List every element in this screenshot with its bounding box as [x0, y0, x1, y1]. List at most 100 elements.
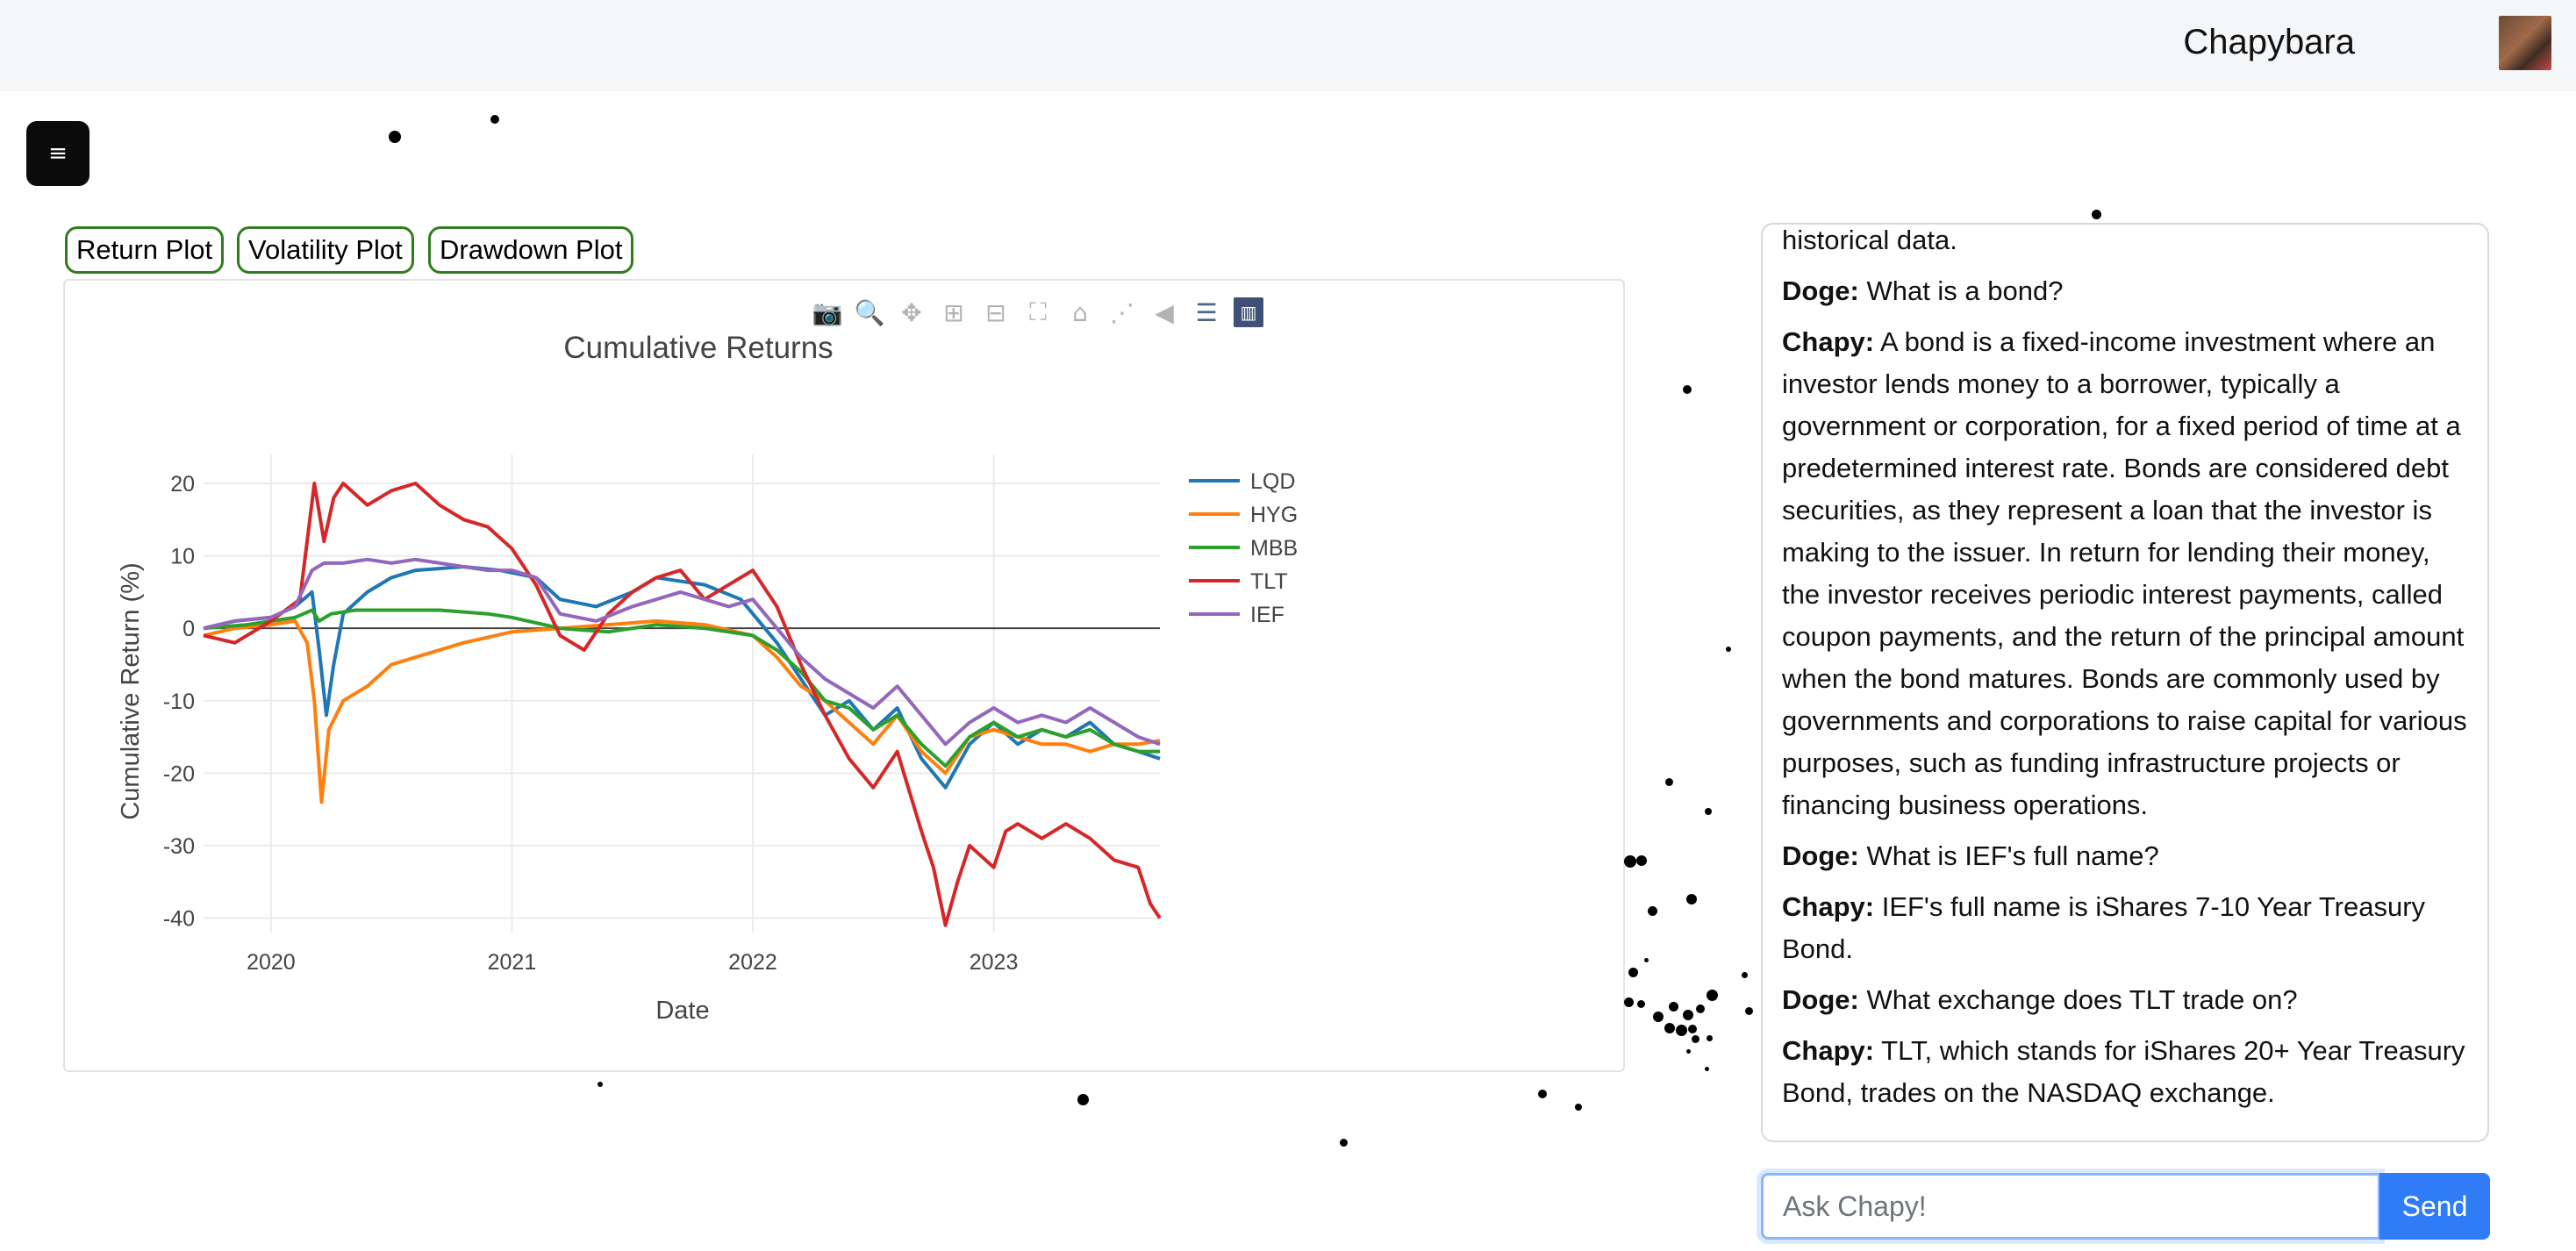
decorative-dot — [1628, 968, 1638, 977]
chat-messages: historical data. Doge: What is a bond? Cha… — [1782, 225, 2472, 1123]
hover-closest-icon[interactable]: ◀ — [1155, 297, 1174, 327]
chat-text: A bond is a fixed-income investment wher… — [1782, 326, 2467, 820]
chat-text: historical data. — [1782, 225, 1957, 255]
x-tick-label: 2022 — [728, 950, 777, 975]
series-line-mbb — [203, 608, 1160, 768]
plotly-logo-icon[interactable]: ▥ — [1234, 297, 1263, 327]
decorative-dot — [1665, 778, 1673, 786]
pan-icon[interactable]: ✥ — [901, 297, 922, 327]
chart-title: Cumulative Returns — [563, 331, 833, 365]
decorative-dot — [490, 115, 499, 124]
decorative-dot — [2092, 210, 2101, 219]
hamburger-menu-button[interactable]: ≡ — [26, 121, 89, 186]
legend-label: IEF — [1250, 603, 1284, 627]
y-tick-label: -30 — [163, 834, 195, 859]
y-tick-label: 10 — [170, 545, 195, 569]
zoom-icon[interactable]: 🔍 — [854, 297, 885, 327]
hover-compare-icon[interactable]: ☰ — [1195, 297, 1218, 327]
decorative-dot — [1648, 906, 1657, 916]
decorative-dot — [1538, 1090, 1547, 1098]
cumulative-returns-chart[interactable]: 20 10 0 -10 -20 -30 -40 2020 2021 2022 2023 LQD HYG M… — [63, 279, 1625, 1072]
series-line-lqd — [203, 565, 1161, 790]
camera-icon[interactable]: 📷 — [812, 297, 843, 327]
decorative-dot — [1726, 647, 1731, 652]
decorative-dot — [597, 1082, 603, 1087]
x-tick-label: 2023 — [970, 950, 1019, 975]
legend-label: MBB — [1250, 536, 1298, 561]
chat-message: Doge: What is a bond? — [1782, 270, 2472, 312]
decorative-dot — [1742, 972, 1748, 978]
x-tick-label: 2020 — [247, 950, 296, 975]
decorative-dot — [1707, 990, 1718, 1001]
send-button[interactable]: Send — [2379, 1173, 2490, 1240]
username-label: Chapybara — [2183, 23, 2355, 61]
decorative-dot — [1637, 1000, 1645, 1008]
chat-text: IEF's full name is iShares 7-10 Year Tre… — [1782, 891, 2426, 964]
chat-message: Chapy: IEF's full name is iShares 7-10 Y… — [1782, 886, 2472, 970]
reset-axes-icon[interactable]: ⌂ — [1072, 297, 1088, 327]
chat-text: What exchange does TLT trade on? — [1866, 984, 2298, 1015]
chat-message: Chapy: TLT, which stands for iShares 20+… — [1782, 1030, 2472, 1114]
plot-modebar: 📷 🔍 ✥ ⊞ ⊟ ⛶ ⌂ ⋰ ◀ ☰ ▥ — [812, 297, 1263, 328]
zoom-out-icon[interactable]: ⊟ — [985, 297, 1006, 327]
y-axis-label: Cumulative Return (%) — [117, 562, 145, 819]
y-tick-label: 20 — [170, 472, 195, 497]
chat-text: What is a bond? — [1866, 275, 2064, 306]
decorative-dot — [1686, 894, 1697, 904]
return-plot-button[interactable]: Return Plot — [65, 226, 225, 274]
decorative-dot — [1653, 1012, 1664, 1022]
legend-label: TLT — [1250, 569, 1288, 594]
decorative-dot — [1705, 1067, 1709, 1071]
decorative-dot — [1340, 1139, 1348, 1147]
y-tick-label: -40 — [163, 906, 195, 931]
y-tick-label: -20 — [163, 761, 195, 786]
decorative-dot — [1683, 1010, 1693, 1020]
decorative-dot — [1745, 1007, 1753, 1015]
spike-lines-icon[interactable]: ⋰ — [1110, 297, 1134, 327]
decorative-dot — [1705, 808, 1712, 815]
x-axis-label: Date — [655, 997, 709, 1025]
volatility-plot-button[interactable]: Volatility Plot — [237, 226, 414, 274]
decorative-dot — [1664, 1023, 1675, 1033]
chat-speaker: Doge: — [1782, 984, 1859, 1015]
avatar[interactable] — [2499, 16, 2551, 70]
decorative-dot — [1669, 1002, 1678, 1012]
decorative-dot — [1707, 1035, 1713, 1041]
x-tick-label: 2021 — [488, 950, 537, 975]
decorative-dot — [1575, 1104, 1582, 1111]
drawdown-plot-button[interactable]: Drawdown Plot — [428, 226, 634, 274]
chat-speaker: Chapy: — [1782, 891, 1875, 922]
decorative-dot — [1692, 1035, 1699, 1043]
autoscale-icon[interactable]: ⛶ — [1029, 297, 1047, 326]
chat-message: Chapy: A bond is a fixed-income investme… — [1782, 321, 2472, 826]
legend-label: LQD — [1250, 469, 1295, 494]
chat-message: historical data. — [1782, 225, 2472, 261]
series-line-hyg — [203, 618, 1161, 804]
hamburger-icon: ≡ — [48, 140, 68, 167]
decorative-dot — [1696, 1004, 1705, 1013]
legend-label: HYG — [1250, 503, 1298, 527]
decorative-dot — [1077, 1094, 1089, 1105]
y-tick-label: 0 — [182, 617, 195, 641]
decorative-dot — [1624, 855, 1636, 868]
decorative-dot — [1636, 855, 1647, 866]
decorative-dot — [1644, 958, 1649, 962]
series-line-tlt — [203, 482, 1162, 927]
decorative-dot — [1683, 385, 1692, 394]
decorative-dot — [1686, 1049, 1691, 1054]
series-line-ief — [203, 557, 1161, 747]
chat-speaker: Chapy: — [1782, 1035, 1875, 1066]
decorative-dot — [1676, 1025, 1687, 1036]
chat-text: What is IEF's full name? — [1866, 840, 2159, 871]
chat-speaker: Doge: — [1782, 275, 1859, 306]
chat-message: Doge: What is IEF's full name? — [1782, 835, 2472, 877]
decorative-dot — [1688, 1025, 1697, 1033]
chat-speaker: Doge: — [1782, 840, 1859, 871]
chat-history[interactable]: historical data. Doge: What is a bond? Cha… — [1761, 223, 2489, 1142]
chat-message: Doge: What exchange does TLT trade on? — [1782, 979, 2472, 1021]
decorative-dot — [1624, 997, 1634, 1007]
top-navbar: Chapybara — [0, 0, 2576, 91]
ask-chapy-input[interactable] — [1761, 1173, 2380, 1240]
zoom-in-icon[interactable]: ⊞ — [943, 297, 964, 327]
chat-speaker: Chapy: — [1782, 326, 1875, 357]
